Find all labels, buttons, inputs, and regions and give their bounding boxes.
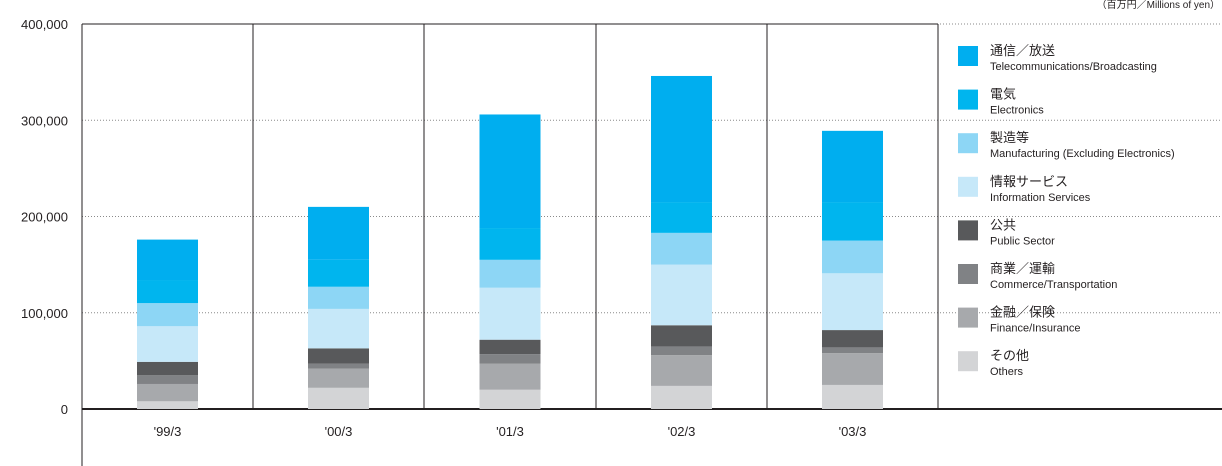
y-tick-label: 0 [61,402,68,417]
bar-segment [822,330,883,348]
legend-label: 製造等 [990,130,1029,145]
bar-segment [308,308,369,349]
legend-swatch [958,307,978,328]
bar-segment [479,339,541,355]
y-axis-ticks: 0 100,000 200,000 300,000 400,000 [21,17,68,417]
legend-swatch [958,220,978,241]
legend-swatch [958,89,978,110]
unit-label: （百万円／Millions of yen） [1097,0,1220,11]
bar-segment [308,387,369,409]
legend-swatch [958,176,978,197]
bar-segment [651,75,712,203]
bar-segment [308,206,369,260]
bar-segment [822,384,883,409]
bar-segment [651,355,712,386]
bar-segment [822,240,883,274]
legend-label-en: Manufacturing (Excluding Electronics) [990,148,1175,160]
legend-label-en: Electronics [990,105,1044,117]
legend-swatch [958,133,978,154]
bar-segment [308,363,369,369]
bar-segment [479,389,541,409]
legend-swatch [958,264,978,284]
y-tick-label: 100,000 [21,306,68,321]
legend-label: 通信／放送 [990,43,1055,58]
bar-segment [308,259,369,287]
legend-label: 公共 [990,217,1016,232]
bar-segment [822,353,883,385]
bar-segment [822,202,883,241]
x-tick-label: '02/3 [668,424,696,439]
x-tick-label: '01/3 [496,424,524,439]
bar-segment [479,287,541,340]
bar-segment [651,385,712,409]
bar-segment [822,273,883,331]
bar-segment [308,368,369,388]
legend-label: 商業／運輸 [990,261,1055,276]
bar-segment [822,347,883,354]
bar-segment [479,228,541,260]
legend-swatch [958,351,978,372]
y-tick-label: 200,000 [21,210,68,225]
legend-label: 金融／保険 [990,305,1055,320]
legend-label-en: Telecommunications/Broadcasting [990,61,1157,73]
bar-segment [651,325,712,347]
x-tick-label: '00/3 [325,424,353,439]
bar-segment [651,346,712,356]
bar-segment [651,202,712,233]
bar-segment [479,354,541,364]
bar-segment [308,348,369,364]
bar-segment [651,264,712,326]
legend-label-en: Finance/Insurance [990,323,1081,335]
legend-label-en: Information Services [990,192,1091,204]
legend-label: 情報サービス [990,174,1068,189]
bars [137,75,883,409]
bar-segment [479,114,541,229]
legend-swatch [958,46,978,66]
bar-segment [137,401,198,409]
bar-segment [137,303,198,327]
legend-label-en: Public Sector [990,235,1055,247]
x-tick-label: '99/3 [154,424,182,439]
legend-label-en: Commerce/Transportation [990,279,1117,291]
bar-segment [137,375,198,384]
x-axis-ticks: '99/3 '00/3 '01/3 '02/3 '03/3 [154,424,867,439]
bar-segment [137,280,198,304]
bar-segment [137,326,198,362]
bar-segment [479,259,541,288]
bar-segment [822,130,883,203]
legend-label: 電気 [990,87,1016,102]
legend-label-en: Others [990,366,1024,378]
bar-segment [651,232,712,265]
y-tick-label: 300,000 [21,113,68,128]
bar-segment [137,361,198,376]
y-tick-label: 400,000 [21,17,68,32]
bar-segment [479,363,541,390]
bar-segment [137,239,198,281]
x-tick-label: '03/3 [839,424,867,439]
legend-label: その他 [990,348,1029,363]
bar-segment [137,383,198,402]
legend: 通信／放送 Telecommunications/Broadcasting 電気 El… [958,43,1175,378]
bar-segment [308,286,369,309]
